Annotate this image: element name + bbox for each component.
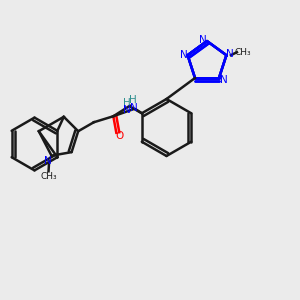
Text: O: O <box>115 131 123 141</box>
Text: N: N <box>180 50 188 60</box>
Text: CH₃: CH₃ <box>40 172 57 181</box>
Text: N: N <box>44 156 52 166</box>
Text: H: H <box>129 95 137 105</box>
Text: N: N <box>199 34 206 45</box>
Text: N: N <box>220 74 227 85</box>
Text: H: H <box>123 98 131 108</box>
Text: N: N <box>226 49 234 59</box>
Text: N: N <box>130 103 138 113</box>
Text: CH₃: CH₃ <box>235 48 251 57</box>
Text: N: N <box>123 105 131 115</box>
